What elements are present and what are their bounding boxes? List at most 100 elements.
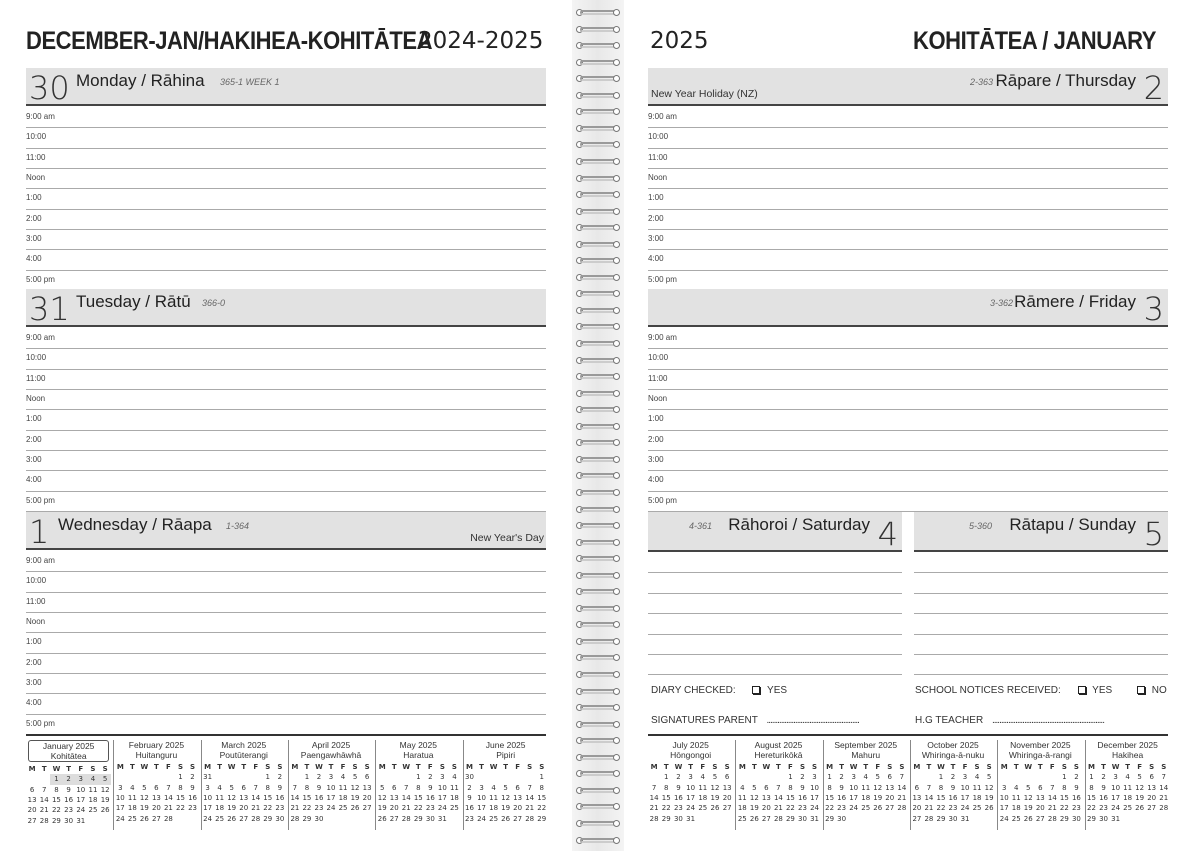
date-cell[interactable]: 11 [698, 783, 708, 792]
date-cell[interactable]: 5 [752, 783, 757, 792]
writing-line[interactable] [914, 613, 1168, 615]
date-cell[interactable]: 4 [86, 774, 100, 785]
mini-calendar[interactable]: March 2025 Poutūterangi M T W T F S S 31 1 2 3 4 5 6 7 8 9… [200, 740, 286, 830]
date-cell[interactable]: 29 [1059, 814, 1069, 823]
date-cell[interactable]: 12 [350, 783, 360, 792]
date-cell[interactable]: 19 [984, 794, 994, 803]
date-cell[interactable]: 9 [676, 783, 681, 792]
date-cell[interactable]: 11 [215, 794, 225, 803]
date-cell[interactable]: 16 [188, 794, 197, 803]
date-cell[interactable]: 1 [1062, 773, 1067, 782]
date-cell[interactable]: 11 [972, 783, 982, 792]
date-cell[interactable]: 7 [253, 783, 258, 792]
date-cell[interactable]: 4 [700, 773, 705, 782]
date-cell[interactable]: 23 [64, 806, 74, 815]
date-cell[interactable]: 14 [773, 794, 783, 803]
date-cell[interactable]: 4 [863, 773, 868, 782]
date-cell[interactable]: 6 [241, 783, 246, 792]
date-cell[interactable]: 12 [100, 785, 110, 794]
date-cell[interactable]: 15 [176, 794, 185, 803]
date-cell[interactable]: 2 [950, 773, 956, 782]
time-slot[interactable]: 2:00 [648, 431, 1168, 452]
date-cell[interactable]: 25 [1011, 814, 1021, 823]
date-cell[interactable]: 26 [350, 804, 360, 813]
date-cell[interactable]: 24 [849, 804, 859, 813]
date-cell[interactable]: 17 [686, 794, 696, 803]
date-cell[interactable]: 4 [130, 783, 135, 792]
date-cell[interactable]: 18 [127, 804, 137, 813]
date-cell[interactable]: 25 [861, 804, 871, 813]
date-cell[interactable]: 8 [304, 783, 310, 792]
date-cell[interactable]: 4 [491, 783, 496, 792]
date-cell[interactable]: 26 [749, 814, 759, 823]
date-cell[interactable]: 27 [1147, 804, 1157, 813]
time-slot[interactable]: 1:00 [26, 633, 546, 654]
date-cell[interactable]: 24 [326, 804, 336, 813]
date-cell[interactable]: 16 [64, 796, 74, 805]
date-cell[interactable]: 12 [749, 794, 759, 803]
date-cell[interactable]: 10 [999, 794, 1009, 803]
date-cell[interactable]: 30 [1099, 814, 1108, 823]
time-slot[interactable]: 2:00 [648, 210, 1168, 231]
mini-calendar[interactable]: July 2025 Hōngongoi M T W T F S S 1 2 3 4 5 6 7 8 9 10 11 12… [648, 740, 733, 830]
date-cell[interactable]: 2 [190, 773, 195, 782]
time-slot[interactable]: 4:00 [26, 250, 546, 271]
date-cell[interactable]: 1 [1089, 773, 1094, 782]
time-slot[interactable]: 3:00 [26, 230, 546, 251]
date-cell[interactable]: 4 [340, 773, 346, 782]
date-cell[interactable]: 11 [338, 783, 348, 792]
date-cell[interactable]: 5 [99, 774, 112, 785]
date-cell[interactable]: 20 [761, 804, 771, 813]
date-cell[interactable]: 29 [263, 814, 273, 823]
date-cell[interactable]: 22 [176, 804, 185, 813]
date-cell[interactable]: 2 [1101, 773, 1106, 782]
date-cell[interactable]: 26 [1023, 814, 1033, 823]
date-cell[interactable]: 2 [277, 773, 283, 782]
date-cell[interactable]: 17 [999, 804, 1009, 813]
date-cell[interactable]: 24 [999, 814, 1009, 823]
date-cell[interactable]: 19 [1023, 804, 1033, 813]
date-cell[interactable]: 3 [479, 783, 484, 792]
date-cell[interactable]: 24 [477, 814, 486, 823]
date-cell[interactable]: 20 [239, 804, 249, 813]
writing-line[interactable] [648, 654, 902, 655]
time-slot[interactable]: Noon [648, 169, 1168, 190]
date-cell[interactable]: 18 [1123, 794, 1133, 803]
date-cell[interactable]: 21 [897, 794, 907, 803]
time-slot[interactable]: 10:00 [26, 572, 546, 593]
date-cell[interactable]: 7 [651, 783, 657, 792]
date-cell[interactable]: 20 [513, 804, 523, 813]
date-cell[interactable]: 10 [477, 794, 486, 803]
date-cell[interactable]: 22 [413, 804, 423, 813]
date-cell[interactable]: 23 [1071, 804, 1081, 813]
date-cell[interactable]: 9 [1101, 783, 1106, 792]
date-cell[interactable]: 29 [413, 814, 423, 823]
date-cell[interactable]: 30 [1071, 814, 1081, 823]
date-cell[interactable]: 28 [1047, 814, 1057, 823]
date-cell[interactable]: 9 [1074, 783, 1079, 792]
date-cell[interactable]: 28 [773, 814, 783, 823]
date-cell[interactable]: 22 [1087, 804, 1096, 813]
date-cell[interactable]: 15 [825, 794, 835, 803]
date-cell[interactable]: 4 [1014, 783, 1019, 792]
date-cell[interactable]: 8 [54, 785, 59, 794]
date-cell[interactable]: 30 [314, 814, 324, 823]
date-cell[interactable]: 19 [710, 794, 720, 803]
date-cell[interactable]: 22 [302, 804, 312, 813]
time-slot[interactable]: Noon [26, 390, 546, 411]
date-cell[interactable]: 3 [205, 783, 210, 792]
date-cell[interactable]: 11 [489, 794, 499, 803]
date-cell[interactable]: 16 [673, 794, 683, 803]
writing-line[interactable] [914, 674, 1168, 676]
date-cell[interactable]: 2 [800, 773, 805, 782]
date-cell[interactable]: 15 [785, 794, 795, 803]
date-cell[interactable]: 18 [1011, 804, 1021, 813]
date-cell[interactable]: 19 [1135, 794, 1145, 803]
date-cell[interactable]: 16 [425, 794, 435, 803]
date-cell[interactable]: 27 [27, 816, 37, 825]
time-slot[interactable]: 11:00 [648, 370, 1168, 390]
date-cell[interactable]: 14 [401, 794, 411, 803]
date-cell[interactable]: 3 [440, 773, 445, 782]
date-cell[interactable]: 14 [251, 794, 261, 803]
date-cell[interactable]: 5 [503, 783, 508, 792]
